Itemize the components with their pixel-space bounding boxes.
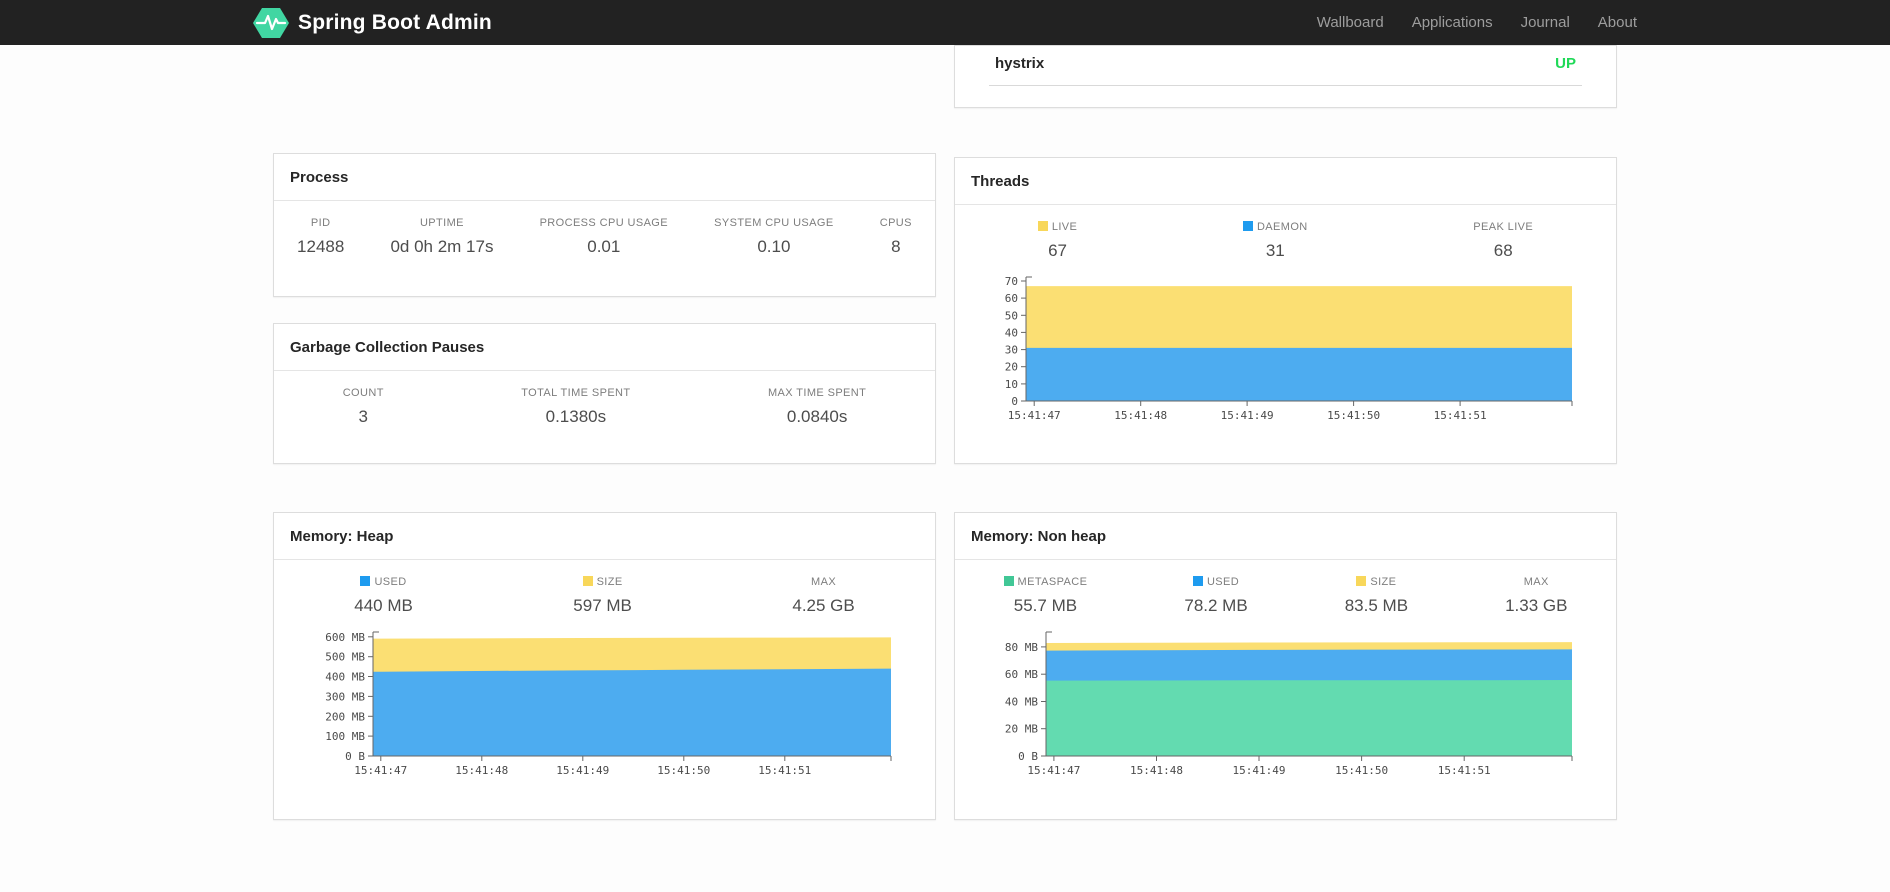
brand-title: Spring Boot Admin	[298, 10, 492, 34]
nav-item-journal[interactable]: Journal	[1520, 14, 1570, 31]
metric-heap-max: MAX 4.25 GB	[792, 576, 855, 615]
metric-heap-size: SIZE 597 MB	[573, 576, 632, 615]
svg-text:60 MB: 60 MB	[1004, 668, 1037, 681]
svg-text:15:41:47: 15:41:47	[354, 764, 407, 777]
metric-uptime: UPTIME 0d 0h 2m 17s	[390, 217, 494, 256]
memory-nonheap-panel-title: Memory: Non heap	[955, 513, 1616, 560]
metric-threads-live: LIVE 67	[1037, 221, 1077, 261]
svg-text:100 MB: 100 MB	[325, 730, 365, 743]
svg-text:40: 40	[1004, 326, 1017, 339]
svg-text:15:41:48: 15:41:48	[455, 764, 508, 777]
legend-swatch-nonheap-size	[1356, 576, 1367, 586]
svg-text:15:41:50: 15:41:50	[1327, 409, 1380, 422]
legend-swatch-heap-used	[360, 576, 371, 586]
svg-text:300 MB: 300 MB	[325, 690, 365, 703]
nav-item-applications[interactable]: Applications	[1411, 14, 1493, 31]
health-row-hystrix: hystrix UP	[989, 46, 1582, 86]
nav-item-wallboard[interactable]: Wallboard	[1316, 14, 1384, 31]
svg-text:400 MB: 400 MB	[325, 671, 365, 684]
svg-text:15:41:50: 15:41:50	[1335, 764, 1388, 777]
status-badge: UP	[1555, 55, 1576, 72]
svg-text:20: 20	[1004, 361, 1017, 374]
gc-metrics: COUNT 3 TOTAL TIME SPENT 0.1380s MAX TIM…	[274, 387, 935, 427]
gc-pauses-panel: Garbage Collection Pauses COUNT 3 TOTAL …	[273, 323, 936, 464]
svg-text:40 MB: 40 MB	[1004, 696, 1037, 709]
svg-text:15:41:47: 15:41:47	[1007, 409, 1060, 422]
svg-text:15:41:51: 15:41:51	[758, 764, 811, 777]
threads-panel-title: Threads	[955, 158, 1616, 205]
memory-nonheap-panel: Memory: Non heap METASPACE 55.7 MB USED …	[954, 512, 1617, 820]
memory-heap-chart: 0 B 100 MB 200 MB 300 MB 400 MB 500 MB 600 MB 1…	[315, 628, 895, 785]
metric-gc-count: COUNT 3	[342, 387, 384, 426]
legend-swatch-heap-size	[582, 576, 593, 586]
svg-text:15:41:48: 15:41:48	[1114, 409, 1167, 422]
spring-boot-admin-logo-icon	[253, 7, 289, 38]
process-panel: Process PID 12488 UPTIME 0d 0h 2m 17s PR…	[273, 153, 936, 297]
svg-text:10: 10	[1004, 378, 1017, 391]
svg-text:70: 70	[1004, 275, 1017, 288]
memory-heap-metrics: USED 440 MB SIZE 597 MB MAX 4.25 GB	[274, 576, 935, 616]
svg-text:15:41:51: 15:41:51	[1437, 764, 1490, 777]
svg-text:0 B: 0 B	[1018, 750, 1038, 763]
nav-links: Wallboard Applications Journal About	[1303, 14, 1637, 31]
svg-text:15:41:49: 15:41:49	[1232, 764, 1285, 777]
svg-text:80 MB: 80 MB	[1004, 641, 1037, 654]
svg-text:60: 60	[1004, 292, 1017, 305]
svg-text:500 MB: 500 MB	[325, 651, 365, 664]
svg-text:15:41:48: 15:41:48	[1130, 764, 1183, 777]
svg-text:15:41:49: 15:41:49	[1220, 409, 1273, 422]
svg-text:15:41:49: 15:41:49	[556, 764, 609, 777]
svg-text:50: 50	[1004, 309, 1017, 322]
metric-system-cpu-usage: SYSTEM CPU USAGE 0.10	[714, 217, 834, 256]
threads-panel: Threads LIVE 67 DAEMON 31 PEAK LIVE 68 0…	[954, 157, 1617, 464]
svg-text:20 MB: 20 MB	[1004, 723, 1037, 736]
metric-nonheap-max: MAX 1.33 GB	[1505, 576, 1568, 615]
svg-text:15:41:51: 15:41:51	[1433, 409, 1486, 422]
threads-chart: 0 10 20 30 40 50 60 70 15:41:47 15:41:48 15:41:49 1…	[996, 273, 1576, 430]
brand-link[interactable]: Spring Boot Admin	[253, 7, 492, 39]
memory-nonheap-chart: 0 B 20 MB 40 MB 60 MB 80 MB 15:41:47 15:41:48 1…	[996, 628, 1576, 785]
health-panel: hystrix UP	[954, 45, 1617, 108]
gc-panel-title: Garbage Collection Pauses	[274, 324, 935, 371]
health-item-name: hystrix	[995, 55, 1045, 72]
metric-gc-max-time: MAX TIME SPENT 0.0840s	[767, 387, 867, 426]
metric-heap-used: USED 440 MB	[354, 576, 413, 615]
metric-gc-total-time: TOTAL TIME SPENT 0.1380s	[521, 387, 631, 426]
left-column: Process PID 12488 UPTIME 0d 0h 2m 17s PR…	[273, 45, 936, 820]
process-panel-title: Process	[274, 154, 935, 201]
metric-nonheap-used: USED 78.2 MB	[1184, 576, 1248, 615]
metric-nonheap-metaspace: METASPACE 55.7 MB	[1003, 576, 1088, 616]
threads-metrics: LIVE 67 DAEMON 31 PEAK LIVE 68	[955, 221, 1616, 261]
svg-text:15:41:47: 15:41:47	[1027, 764, 1080, 777]
svg-text:30: 30	[1004, 344, 1017, 357]
metric-cpus: CPUS 8	[879, 217, 912, 256]
svg-text:15:41:50: 15:41:50	[657, 764, 710, 777]
metric-threads-peak-live: PEAK LIVE 68	[1473, 221, 1534, 260]
metric-pid: PID 12488	[297, 217, 345, 256]
svg-text:0 B: 0 B	[345, 750, 365, 763]
svg-text:200 MB: 200 MB	[325, 710, 365, 723]
memory-nonheap-metrics: METASPACE 55.7 MB USED 78.2 MB SIZE 83.5…	[955, 576, 1616, 616]
legend-swatch-metaspace	[1003, 576, 1014, 586]
svg-text:0: 0	[1011, 395, 1018, 408]
nav-item-about[interactable]: About	[1597, 14, 1637, 31]
memory-heap-panel: Memory: Heap USED 440 MB SIZE 597 MB MAX…	[273, 512, 936, 820]
metric-process-cpu-usage: PROCESS CPU USAGE 0.01	[539, 217, 669, 256]
process-metrics: PID 12488 UPTIME 0d 0h 2m 17s PROCESS CP…	[274, 217, 935, 257]
metric-nonheap-size: SIZE 83.5 MB	[1344, 576, 1409, 615]
svg-text:600 MB: 600 MB	[325, 631, 365, 644]
memory-heap-panel-title: Memory: Heap	[274, 513, 935, 560]
legend-swatch-live	[1037, 221, 1048, 231]
right-column: hystrix UP Threads LIVE 67 DAEMON 31 PEA…	[954, 45, 1617, 820]
legend-swatch-nonheap-used	[1192, 576, 1203, 586]
navbar: Spring Boot Admin Wallboard Applications…	[0, 0, 1890, 45]
legend-swatch-daemon	[1242, 221, 1253, 231]
metric-threads-daemon: DAEMON 31	[1242, 221, 1308, 261]
